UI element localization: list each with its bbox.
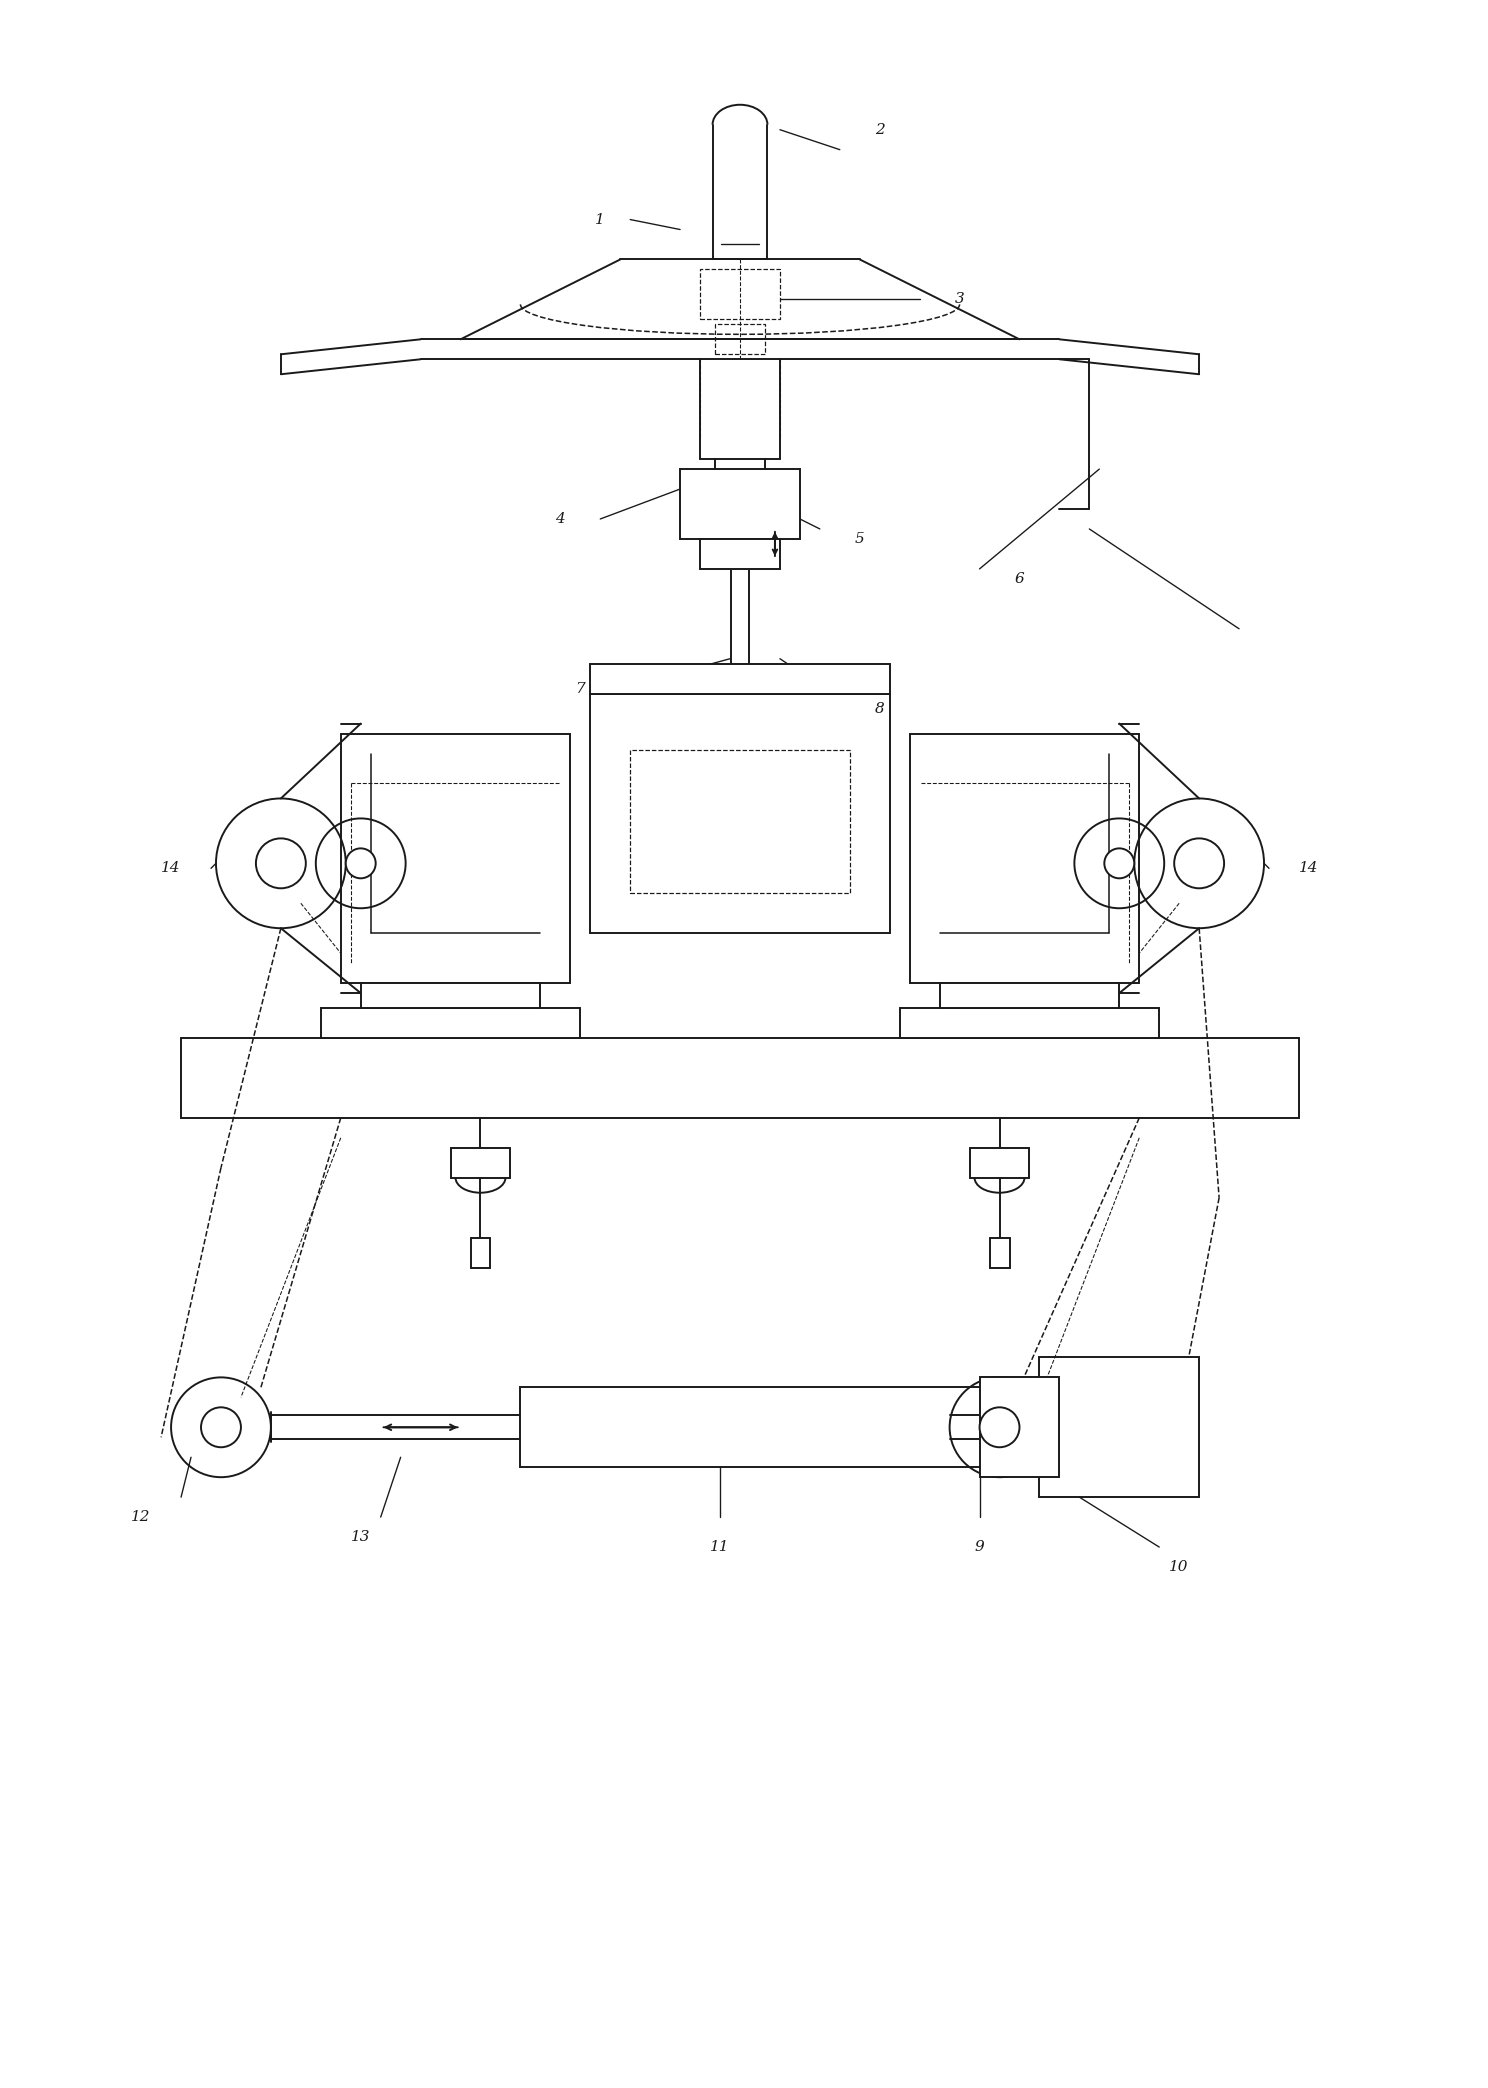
Bar: [591, 693, 890, 933]
Bar: [900, 1009, 1159, 1038]
Text: 8: 8: [875, 702, 885, 716]
Text: 14: 14: [1299, 862, 1318, 875]
Text: 5: 5: [856, 532, 865, 545]
Circle shape: [1104, 848, 1134, 879]
Bar: [979, 1378, 1059, 1476]
Text: 6: 6: [1015, 572, 1024, 587]
Text: 3: 3: [955, 292, 964, 307]
Bar: [631, 750, 850, 894]
Circle shape: [256, 839, 307, 887]
Bar: [970, 1148, 1030, 1178]
Text: 11: 11: [710, 1541, 729, 1553]
Bar: [341, 733, 570, 983]
Bar: [939, 983, 1119, 1009]
Bar: [699, 269, 780, 319]
Bar: [360, 983, 540, 1009]
Circle shape: [345, 848, 375, 879]
Text: 13: 13: [351, 1531, 371, 1545]
Bar: [591, 664, 890, 693]
Bar: [716, 324, 765, 355]
Bar: [521, 1386, 1000, 1468]
Bar: [451, 1148, 510, 1178]
Text: 7: 7: [576, 681, 585, 695]
Text: 12: 12: [131, 1510, 150, 1524]
Bar: [699, 539, 780, 568]
Circle shape: [201, 1407, 241, 1447]
Bar: [680, 470, 801, 539]
Circle shape: [979, 1407, 1019, 1447]
Bar: [1040, 1357, 1199, 1497]
Text: 10: 10: [1170, 1560, 1189, 1574]
Text: 9: 9: [975, 1541, 985, 1553]
Bar: [182, 1038, 1299, 1117]
Text: 4: 4: [555, 512, 565, 526]
Text: 14: 14: [161, 862, 182, 875]
Text: 2: 2: [875, 123, 885, 136]
Circle shape: [1174, 839, 1225, 887]
Text: 1: 1: [595, 213, 606, 226]
Bar: [321, 1009, 580, 1038]
Bar: [909, 733, 1140, 983]
